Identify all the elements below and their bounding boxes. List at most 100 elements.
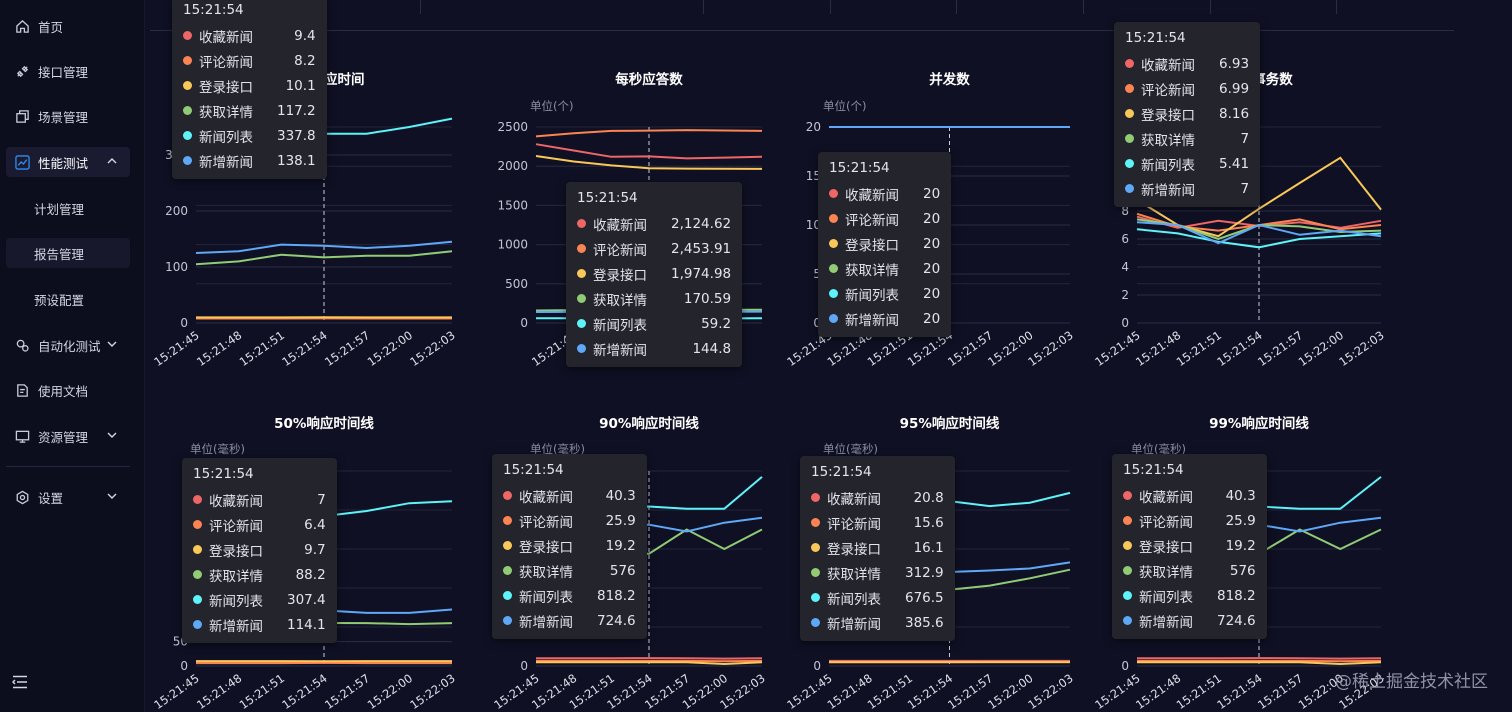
tooltip-series-value: 7 [1240,130,1250,147]
tooltip-series-value: 117.2 [277,102,316,119]
tooltip-row: 新增新闻 7 [1125,176,1249,201]
series-line [195,250,453,266]
y-tick-label: 0 [180,316,188,330]
tooltip-series-value: 312.9 [905,564,944,581]
tooltip-series-name: 评论新闻 [199,54,253,71]
tooltip-series-value: 16.1 [913,539,944,556]
tooltip-time: 15:21:54 [811,464,872,480]
tooltip-series-name: 评论新闻 [845,212,899,229]
chevron-down-icon [106,338,118,353]
tooltip-series-value: 8.16 [1219,105,1250,122]
series-dot-icon [183,131,192,140]
series-line [535,143,763,160]
series-dot-icon [829,189,838,198]
x-tick-label: 15:21:54 [1214,671,1264,712]
home-icon [14,18,30,34]
tooltip-series-name: 获取详情 [845,262,899,279]
y-tick-label: 0 [1121,316,1129,330]
sidebar-item-label: 设置 [38,490,64,506]
tooltip-row: 收藏新闻 2,124.62 [577,211,731,236]
series-dot-icon [829,264,838,273]
chevron-up-icon [106,155,118,170]
charts-canvas: 010020030015:21:4515:21:4815:21:5115:21:… [151,117,1387,712]
tooltip-row: 新闻列表 59.2 [577,311,731,336]
sidebar-item-home[interactable]: 首页 [6,11,130,41]
series-dot-icon [183,31,192,40]
tooltip-series-value: 144.8 [692,340,732,357]
y-tick-label: 4 [1121,260,1129,274]
sidebar-item-preset[interactable]: 预设配置 [6,284,130,314]
sidebar-item-docs[interactable]: 使用文档 [6,375,130,405]
x-tick-label: 15:21:51 [1174,328,1224,369]
tooltip-series-name: 登录接口 [519,539,573,556]
x-tick-label: 15:21:54 [279,671,329,712]
sidebar-item-resources[interactable]: 资源管理 [6,421,130,451]
collapse-menu-icon[interactable] [11,674,28,693]
sidebar-item-scene[interactable]: 场景管理 [6,101,130,131]
y-tick-label: 0 [520,316,528,330]
y-tick-label: 2500 [497,120,528,134]
series-line [1136,228,1382,249]
tooltip-time: 15:21:54 [1123,462,1184,478]
x-tick-label: 15:21:48 [1133,671,1183,712]
x-tick-label: 15:21:48 [194,328,244,369]
series-dot-icon [577,244,586,253]
series-line [535,155,763,170]
tooltip-series-value: 15.6 [913,514,944,531]
sidebar-item-performance[interactable]: 性能测试 [6,147,130,177]
tooltip-series-value: 6.4 [304,516,326,533]
tooltip-series-name: 新闻列表 [845,287,899,304]
tooltip-series-value: 20 [923,310,941,327]
main-content: 010020030015:21:4515:21:4815:21:5115:21:… [146,0,1512,712]
tooltip-time: 15:21:54 [503,462,564,478]
chart-tooltip: 15:21:54 收藏新闻 7 评论新闻 6.4 登录接口 9.7 获取详情 88.2 新闻列表 3… [182,458,337,643]
tooltip-series-name: 新增新闻 [1141,182,1195,199]
tooltip-series-name: 新增新闻 [209,618,263,635]
sidebar-item-automation[interactable]: 自动化测试 [6,330,130,360]
tooltip-row: 评论新闻 2,453.91 [577,236,731,261]
x-tick-label: 15:22:03 [407,671,457,712]
x-tick-label: 15:22:00 [365,671,415,712]
x-tick-label: 15:22:03 [1025,671,1075,712]
y-tick-label: 500 [505,277,528,291]
tooltip-series-value: 10.1 [285,77,316,94]
series-dot-icon [1123,591,1132,600]
tooltip-time: 15:21:54 [577,190,638,206]
series-dot-icon [193,495,202,504]
tooltip-series-value: 20.8 [913,489,944,506]
tooltip-series-value: 676.5 [905,589,944,606]
series-line [195,240,453,254]
x-tick-label: 15:22:00 [1296,328,1346,369]
tooltip-series-name: 收藏新闻 [1141,57,1195,74]
tooltip-row: 新增新闻 724.6 [503,608,636,633]
chart-tooltip: 15:21:54 收藏新闻 2,124.62 评论新闻 2,453.91 登录接口 1,97… [566,182,743,367]
sidebar-item-settings[interactable]: 设置 [6,482,130,512]
sidebar-item-api[interactable]: 接口管理 [6,56,130,86]
series-dot-icon [1123,566,1132,575]
tooltip-series-name: 评论新闻 [827,516,881,533]
tooltip-series-value: 576 [609,562,636,579]
x-tick-label: 15:21:54 [1214,328,1264,369]
tooltip-row: 评论新闻 15.6 [811,510,944,535]
tooltip-series-name: 新闻列表 [827,591,881,608]
series-line [1137,661,1382,666]
tooltip-series-name: 收藏新闻 [845,187,899,204]
tooltip-row: 收藏新闻 20 [829,181,940,206]
chevron-down-icon [106,429,118,444]
tooltip-row: 新增新闻 724.6 [1123,608,1256,633]
sidebar-item-label: 预设配置 [34,292,85,308]
x-tick-label: 15:21:45 [1092,671,1142,712]
series-dot-icon [183,56,192,65]
tooltip-series-name: 获取详情 [1141,132,1195,149]
tooltip-row: 获取详情 312.9 [811,560,944,585]
tooltip-row: 收藏新闻 7 [193,487,326,512]
tooltip-series-value: 724.6 [597,612,636,629]
series-dot-icon [811,493,820,502]
sidebar-item-report[interactable]: 报告管理 [6,238,130,268]
tooltip-series-name: 收藏新闻 [209,493,263,510]
tooltip-series-name: 获取详情 [199,104,253,121]
tooltip-row: 获取详情 117.2 [183,98,316,123]
series-dot-icon [577,344,586,353]
sidebar-item-plan[interactable]: 计划管理 [6,193,130,223]
tooltip-series-name: 获取详情 [1139,564,1193,581]
